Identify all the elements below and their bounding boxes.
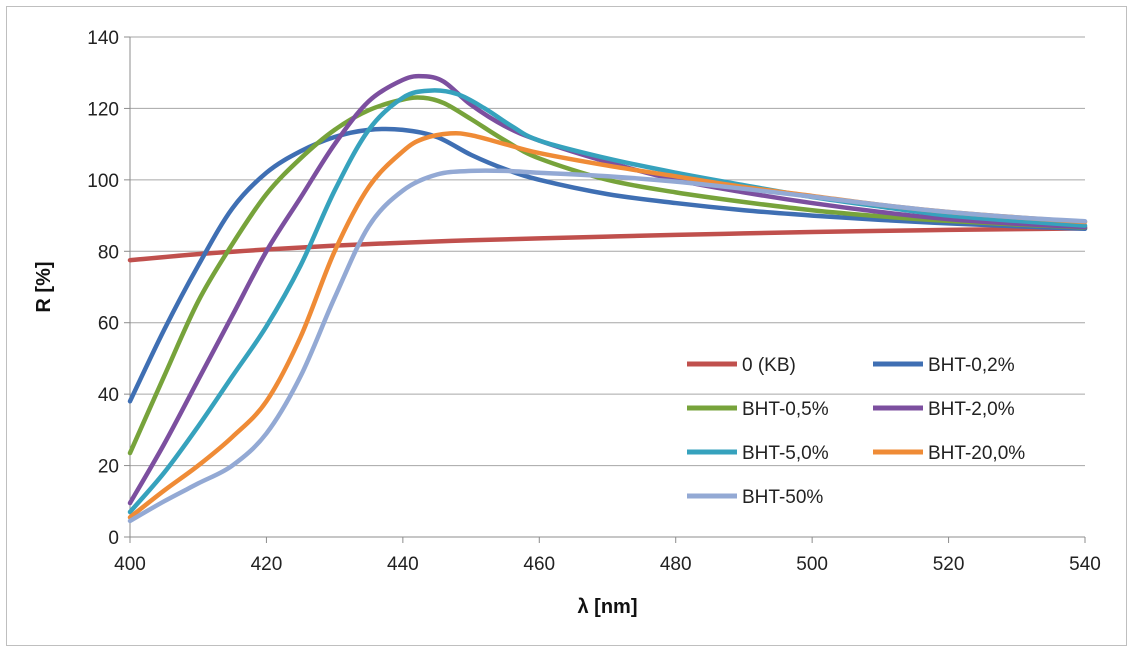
legend-label-0: 0 (KB) <box>742 355 796 376</box>
x-tick-label-3: 460 <box>523 554 555 575</box>
y-tick-label-1: 20 <box>98 457 119 478</box>
series-line-3 <box>127 73 1088 506</box>
y-axis-title: R [%] <box>33 261 55 312</box>
legend-label-3: BHT-2,0% <box>928 399 1015 420</box>
series-line-2 <box>127 95 1088 456</box>
x-tick-label-2: 440 <box>387 554 419 575</box>
x-tick-label-7: 540 <box>1069 554 1101 575</box>
x-tick-label-4: 480 <box>660 554 692 575</box>
line-chart: 0 20 40 60 80 100 120 140 400 420 440 460 480 500 520 5… <box>33 28 1101 618</box>
y-tick-label-5: 100 <box>87 171 119 192</box>
y-tick-label-3: 60 <box>98 314 119 335</box>
legend-label-2: BHT-0,5% <box>742 399 829 420</box>
x-tick-label-1: 420 <box>251 554 283 575</box>
axes: 0 20 40 60 80 100 120 140 400 420 440 460 480 500 520 5… <box>87 28 1101 575</box>
legend-label-5: BHT-20,0% <box>928 443 1025 464</box>
series-line-6 <box>127 168 1088 524</box>
x-tick-label-6: 520 <box>933 554 965 575</box>
legend-label-1: BHT-0,2% <box>928 355 1015 376</box>
y-tick-label-7: 140 <box>87 28 119 49</box>
y-tick-label-0: 0 <box>108 528 119 549</box>
series-line-1 <box>127 126 1088 404</box>
y-tick-label-2: 40 <box>98 385 119 406</box>
chart-frame: 0 20 40 60 80 100 120 140 400 420 440 460 480 500 520 5… <box>6 6 1127 646</box>
x-axis-title: λ [nm] <box>578 596 638 618</box>
legend: 0 (KB) BHT-0,2% BHT-0,5% BHT-2,0% BHT-5,0% BH… <box>687 355 1025 508</box>
y-tick-label-6: 120 <box>87 99 119 120</box>
legend-label-4: BHT-5,0% <box>742 443 829 464</box>
x-tick-label-0: 400 <box>114 554 146 575</box>
y-tick-label-4: 80 <box>98 242 119 263</box>
x-tick-label-5: 500 <box>796 554 828 575</box>
legend-label-6: BHT-50% <box>742 487 823 508</box>
series-lines <box>127 73 1088 524</box>
series-line-0 <box>127 226 1088 263</box>
